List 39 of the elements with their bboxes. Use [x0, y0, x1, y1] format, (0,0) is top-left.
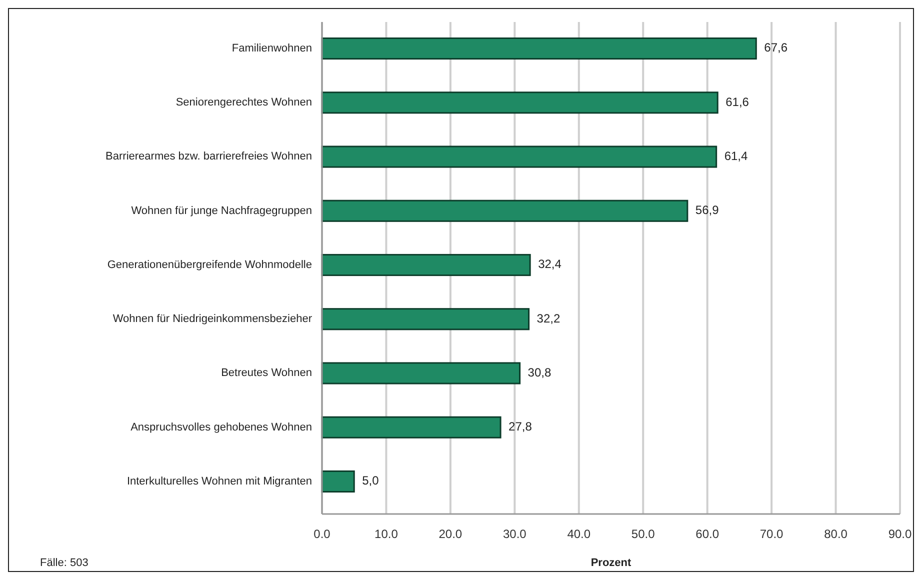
y-tick-label: Barrierearmes bzw. barrierefreies Wohnen: [106, 150, 312, 163]
bar: [321, 37, 757, 60]
x-tick-label: 40.0: [567, 527, 591, 541]
data-label: 67,6: [764, 40, 788, 55]
bar: [321, 362, 521, 384]
y-tick-label: Betreutes Wohnen: [221, 367, 312, 380]
data-label: 30,8: [528, 365, 552, 380]
x-tick-label: 70.0: [760, 527, 784, 541]
data-label: 56,9: [695, 203, 720, 218]
y-tick-label: Seniorengerechtes Wohnen: [176, 96, 312, 109]
y-tick-label: Interkulturelles Wohnen mit Migranten: [126, 475, 312, 488]
bar: [321, 416, 502, 438]
bar: [321, 92, 718, 114]
bar: [321, 200, 688, 222]
x-axis-title: Prozent: [590, 557, 632, 569]
y-tick-label: Wohnen für junge Nachfragegruppen: [131, 204, 312, 217]
bar: [321, 470, 355, 493]
data-label: 32,4: [538, 257, 562, 272]
x-tick-label: 50.0: [631, 527, 656, 541]
data-label: 61,4: [724, 148, 748, 163]
data-label: 5,0: [362, 474, 380, 488]
bar: [321, 146, 718, 168]
text: Fälle: 503: [40, 557, 88, 569]
y-tick-label: Familienwohnen: [232, 42, 312, 54]
data-label: 32,2: [536, 311, 560, 326]
x-tick-label: 80.0: [824, 527, 848, 541]
x-tick-label: 10.0: [374, 527, 398, 541]
y-tick-label: Wohnen für Niedrigeinkommensbezieher: [112, 313, 312, 326]
data-label: 27,8: [508, 420, 532, 434]
y-tick-label: Anspruchsvolles gehobenes Wohnen: [130, 421, 312, 434]
bar: [321, 308, 530, 330]
x-tick-label: 20.0: [438, 527, 462, 541]
x-tick-label: 0.0: [314, 527, 331, 541]
x-tick-label: 60.0: [696, 527, 720, 541]
y-tick-label: Generationenübergreifende Wohnmodelle: [107, 258, 312, 271]
x-tick-label: 90.0: [888, 527, 912, 541]
x-tick-label: 30.0: [502, 527, 527, 541]
bar: [321, 254, 531, 276]
data-label: 61,6: [726, 94, 750, 109]
